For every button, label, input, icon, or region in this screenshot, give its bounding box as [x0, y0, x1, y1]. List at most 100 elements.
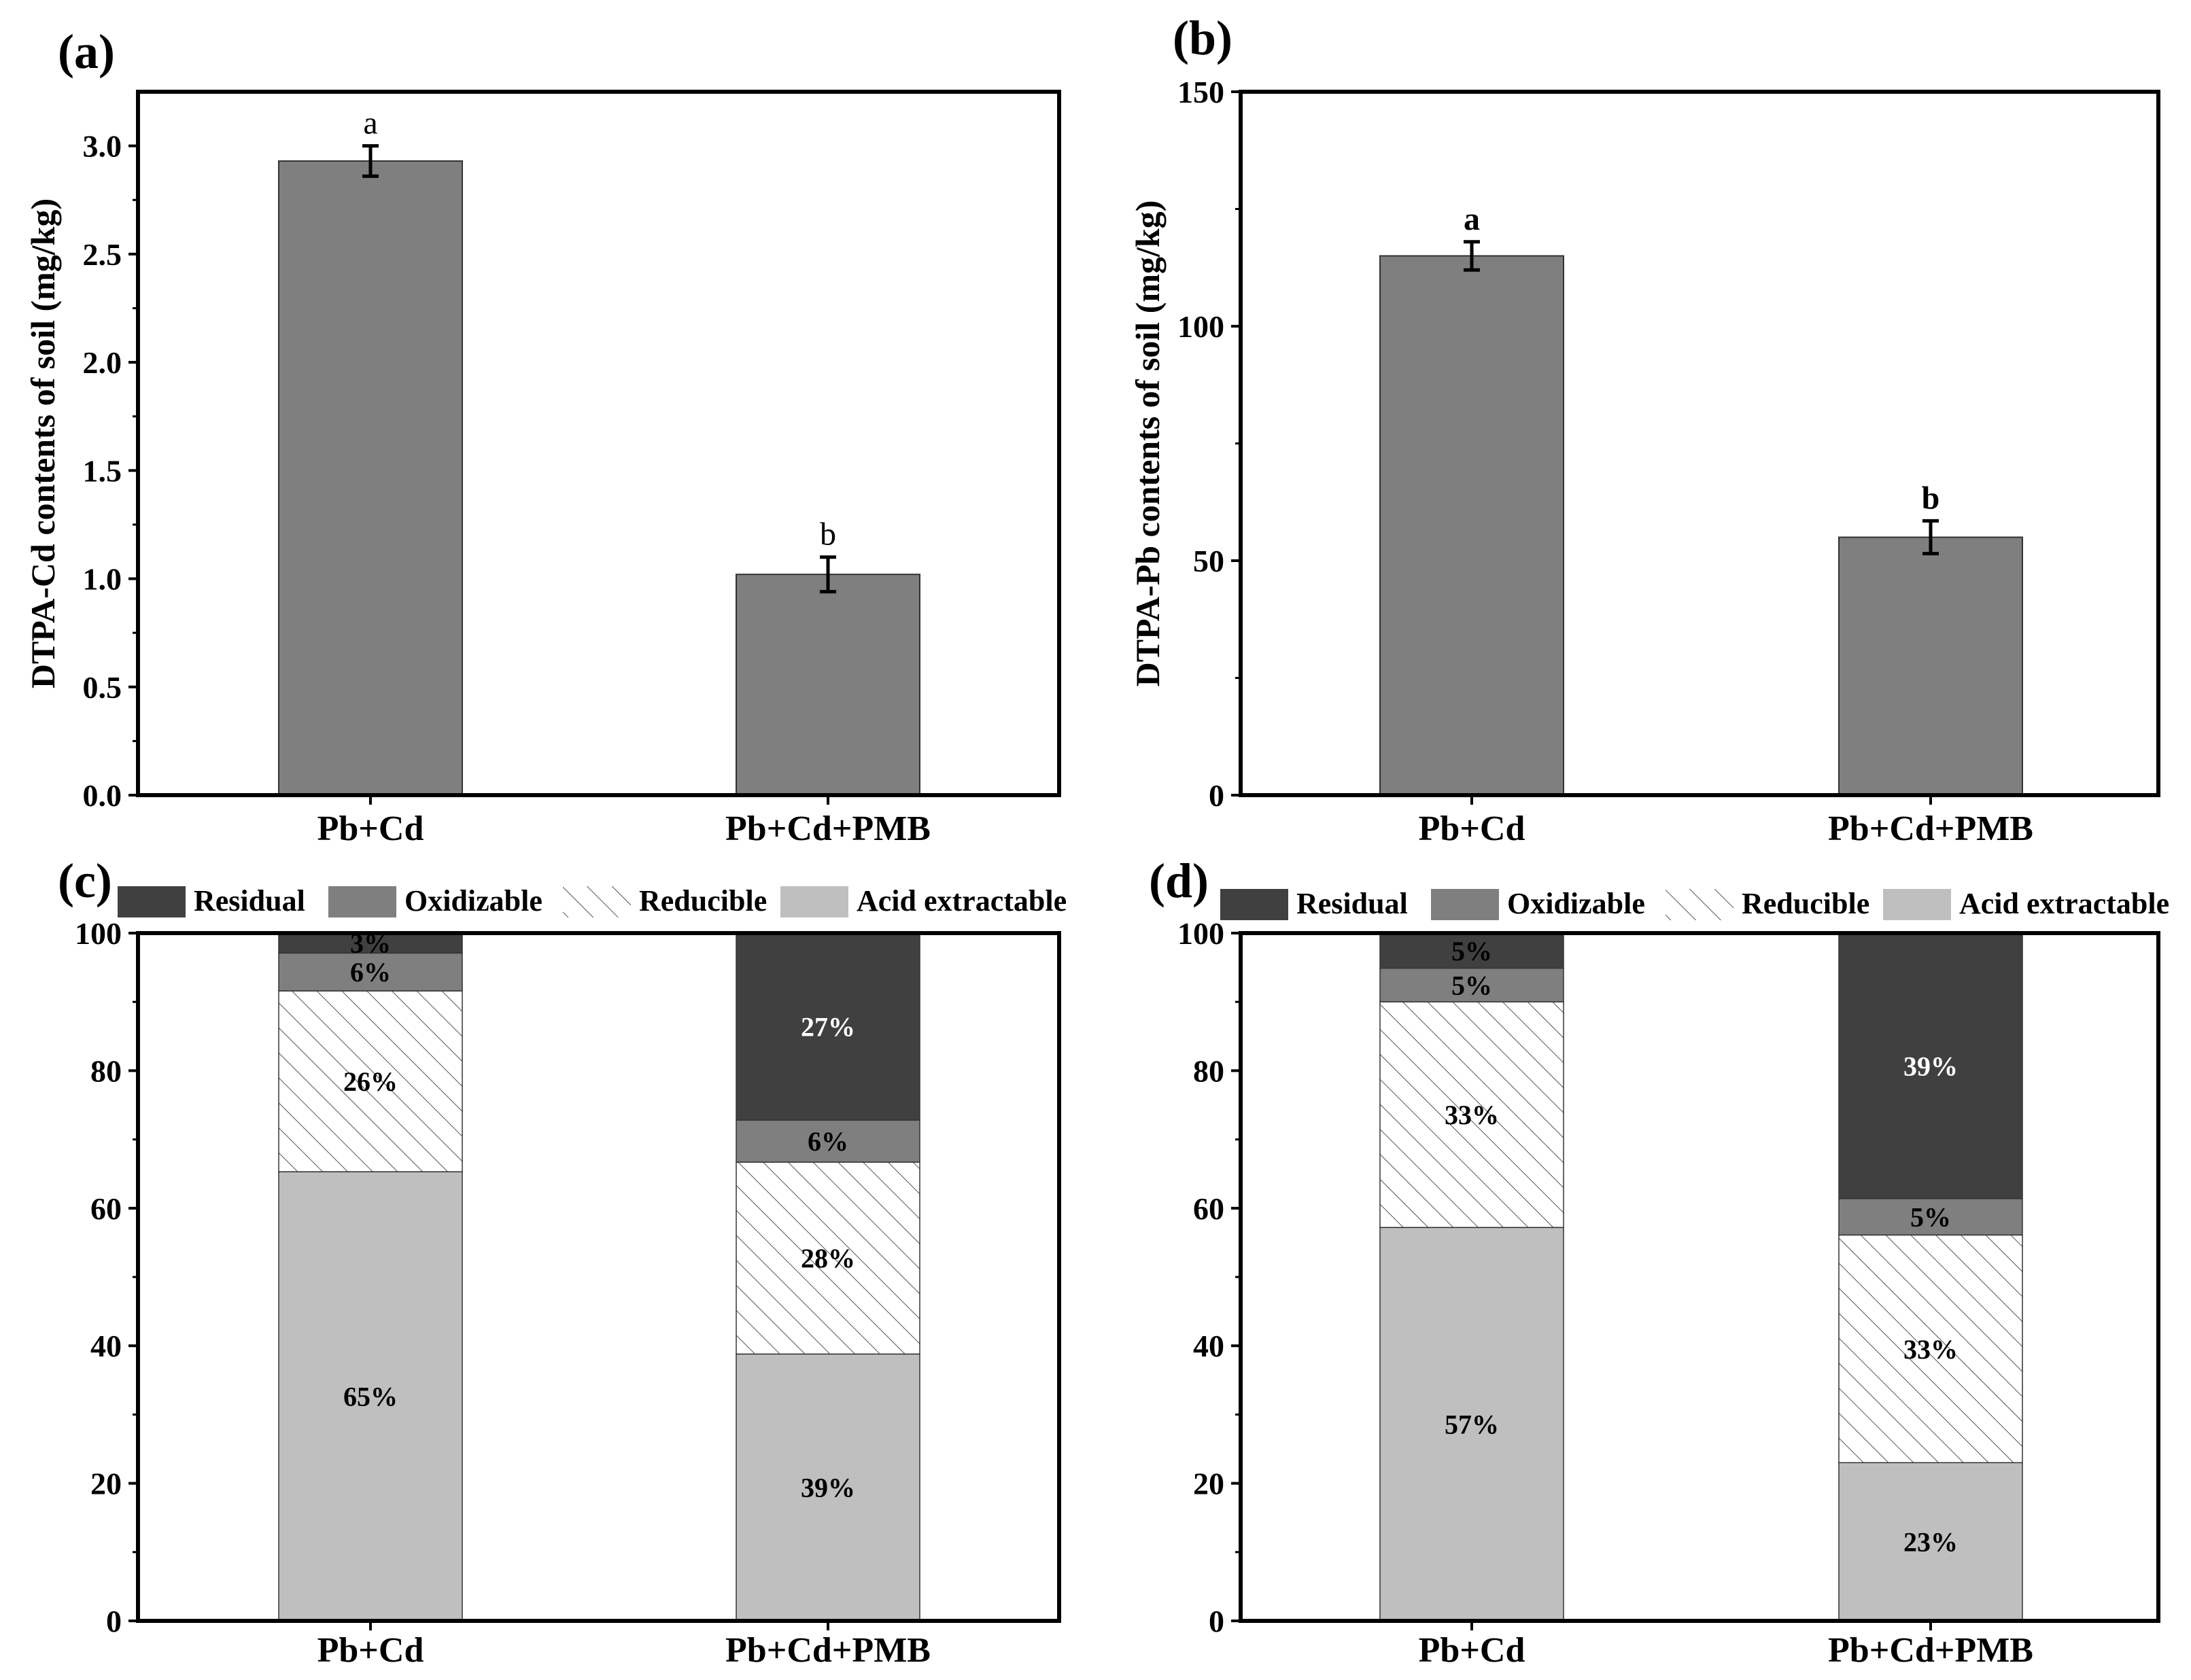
- bar-2: [736, 574, 920, 797]
- y-tick-label: 0: [1209, 778, 1224, 813]
- y-tick-label: 80: [90, 1053, 122, 1088]
- y-tick-label: 60: [90, 1191, 122, 1226]
- plot-frame: [136, 90, 1061, 797]
- segment-label: 57%: [1445, 1410, 1499, 1440]
- y-tick-label: 80: [1193, 1053, 1224, 1088]
- legend-label: Reducible: [1742, 887, 1869, 920]
- x-tick-label: Pb+Cd+PMB: [1828, 809, 2033, 848]
- segment-reducible: [1838, 1234, 2023, 1463]
- y-tick-label: 100: [1177, 309, 1224, 344]
- x-tick-label: Pb+Cd: [317, 809, 424, 848]
- x-tick-label: Pb+Cd+PMB: [725, 809, 931, 848]
- panel-letter: (d): [1149, 854, 1209, 908]
- segment-label: 23%: [1903, 1527, 1958, 1558]
- segment-reducible: [1379, 1001, 1564, 1228]
- x-tick-label: Pb+Cd+PMB: [725, 1631, 931, 1670]
- segment-residual: [1379, 932, 1564, 969]
- legend-swatch-oxidizable: [1431, 889, 1499, 920]
- segment-label: 33%: [1445, 1100, 1499, 1130]
- bar-1: [278, 160, 463, 796]
- legend-swatch-oxidizable: [328, 886, 396, 917]
- legend-label: Oxidizable: [404, 884, 542, 917]
- legend-swatch-acid-extractable: [780, 886, 848, 917]
- legend-swatch-residual: [118, 886, 186, 917]
- chart-panel-2: (b) DTPA-Pb contents of soil (mg/kg) 0 50 10…: [1128, 11, 2160, 848]
- plot-frame: [1239, 90, 2160, 797]
- legend: Residual Oxidizable Reducible Acid extracta…: [118, 884, 1067, 917]
- y-axis-label: DTPA-Pb contents of soil (mg/kg): [1128, 200, 1167, 687]
- y-tick-label: 1.0: [83, 562, 122, 597]
- legend-label: Oxidizable: [1507, 887, 1645, 920]
- legend-swatch-reducible: [1666, 889, 1733, 920]
- legend-label: Acid extractable: [857, 884, 1067, 917]
- y-axis-label: DTPA-Cd contents of soil (mg/kg): [24, 198, 62, 688]
- legend-label: Residual: [194, 884, 305, 917]
- plot-frame: [1239, 931, 2160, 1623]
- y-tick-label: 40: [90, 1329, 122, 1363]
- legend-swatch-reducible: [563, 886, 631, 917]
- legend: Residual Oxidizable Reducible Acid extracta…: [1220, 887, 2169, 920]
- y-tick-label: 20: [90, 1467, 122, 1501]
- segment-acid-extractable: [1838, 1462, 2023, 1622]
- y-tick-label: 50: [1193, 544, 1224, 578]
- y-tick-label: 0.0: [83, 778, 122, 813]
- legend-label: Acid extractable: [1959, 887, 2169, 920]
- panel-letter: (a): [58, 24, 115, 79]
- segment-label: 39%: [801, 1473, 855, 1503]
- segment-oxidizable: [278, 952, 463, 992]
- y-tick-label: 100: [1177, 916, 1224, 951]
- bar-2: [1838, 536, 2023, 796]
- y-tick-label: 2.0: [83, 345, 122, 380]
- x-tick-label: Pb+Cd: [317, 1631, 424, 1670]
- segment-oxidizable: [736, 1119, 920, 1163]
- segment-oxidizable: [1379, 967, 1564, 1002]
- x-tick-label: Pb+Cd: [1419, 809, 1525, 848]
- segment-label: 6%: [350, 957, 391, 987]
- segment-label: 5%: [1910, 1202, 1951, 1232]
- panel-letter: (c): [58, 854, 112, 908]
- legend-swatch-acid-extractable: [1883, 889, 1951, 920]
- significance-label: a: [363, 105, 377, 141]
- significance-label: b: [820, 517, 836, 553]
- segment-oxidizable: [1838, 1197, 2023, 1236]
- y-tick-label: 60: [1193, 1191, 1224, 1226]
- bar-1: [1379, 255, 1564, 796]
- significance-label: a: [1464, 201, 1480, 237]
- y-tick-label: 0: [106, 1604, 122, 1639]
- panel-letter: (b): [1173, 11, 1232, 65]
- segment-acid-extractable: [278, 1171, 463, 1622]
- segment-reducible: [736, 1161, 920, 1355]
- segment-label: 39%: [1903, 1051, 1958, 1081]
- segment-label: 33%: [1903, 1334, 1958, 1365]
- segment-label: 65%: [343, 1382, 398, 1412]
- segment-label: 5%: [1451, 970, 1492, 1000]
- segment-reducible: [278, 990, 463, 1172]
- segment-label: 6%: [808, 1126, 848, 1157]
- chart-panel-4: (d) 0 20 40 60 80 100 57% 33% 5% 5% 23% 33% 5% 39% Resi…: [1149, 854, 2169, 1670]
- x-tick-label: Pb+Cd: [1419, 1631, 1525, 1670]
- y-tick-label: 3.0: [83, 129, 122, 164]
- y-tick-label: 2.5: [83, 237, 122, 272]
- segment-residual: [278, 932, 463, 954]
- legend-label: Reducible: [639, 884, 767, 917]
- legend-label: Residual: [1296, 887, 1408, 920]
- chart-panel-3: (c)02040608010065%26%6%3%39%28%6%27%Resi…: [58, 854, 1067, 1670]
- plot-frame: [136, 931, 1061, 1623]
- y-tick-label: 0.5: [83, 670, 122, 705]
- chart-panel-1: (a) DTPA-Cd contents of soil (mg/kg) 0.0 0.…: [24, 24, 1061, 848]
- y-tick-label: 150: [1177, 75, 1224, 109]
- y-tick-label: 1.5: [83, 453, 122, 488]
- y-tick-label: 100: [75, 916, 122, 951]
- segment-acid-extractable: [736, 1353, 920, 1622]
- x-tick-label: Pb+Cd+PMB: [1828, 1631, 2033, 1670]
- y-tick-label: 40: [1193, 1329, 1224, 1363]
- segment-residual: [1838, 932, 2023, 1200]
- segment-label: 26%: [343, 1066, 398, 1097]
- segment-label: 27%: [801, 1012, 855, 1043]
- significance-label: b: [1922, 480, 1940, 516]
- segment-label: 5%: [1451, 936, 1492, 966]
- segment-residual: [736, 932, 920, 1121]
- y-tick-label: 20: [1193, 1467, 1224, 1501]
- segment-label: 28%: [801, 1243, 855, 1274]
- y-tick-label: 0: [1209, 1604, 1224, 1639]
